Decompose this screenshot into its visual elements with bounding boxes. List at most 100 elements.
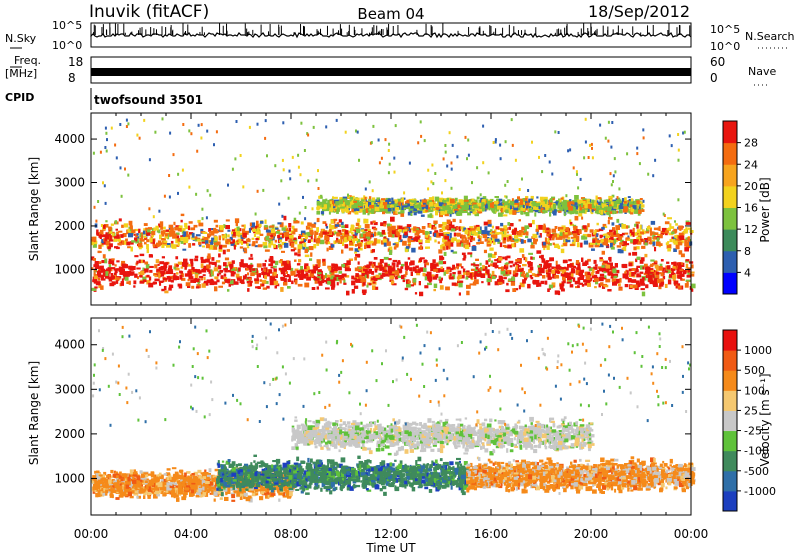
echo-cell (282, 260, 287, 265)
echo-cell (99, 265, 104, 270)
echo-cell (378, 201, 381, 204)
echo-cell (205, 282, 209, 286)
echo-cell (246, 243, 249, 246)
echo-cell (338, 205, 342, 209)
echo-cell (309, 231, 314, 235)
echo-cell (200, 256, 204, 260)
echo-cell (584, 117, 587, 121)
echo-cell (684, 241, 690, 247)
echo-cell (265, 229, 271, 233)
colorbar-segment (723, 142, 737, 165)
echo-cell (125, 118, 128, 122)
echo-cell (379, 259, 384, 264)
echo-cell (91, 287, 97, 291)
echo-cell (492, 253, 496, 258)
echo-cell (387, 223, 391, 228)
echo-cell (621, 235, 624, 238)
echo-cell (189, 474, 193, 478)
echo-cell (547, 268, 552, 271)
echo-cell (230, 268, 236, 271)
echo-cell (474, 275, 477, 280)
echo-cell (585, 275, 591, 280)
echo-cell (621, 243, 626, 246)
echo-cell (410, 271, 413, 276)
echo-cell (108, 258, 114, 262)
echo-cell (93, 271, 96, 275)
echo-cell (577, 277, 580, 281)
echo-cell (371, 271, 375, 275)
echo-cell (569, 263, 573, 268)
echo-cell (373, 231, 377, 237)
echo-cell (138, 228, 141, 234)
echo-cell (599, 198, 603, 203)
colorbar-tick-label: 16 (744, 202, 758, 215)
echo-cell (205, 216, 208, 220)
echo-cell (328, 211, 331, 215)
echo-cell (543, 200, 547, 204)
echo-cell (127, 122, 130, 126)
echo-cell (337, 207, 340, 212)
echo-cell (557, 210, 562, 213)
echo-cell (208, 244, 214, 250)
echo-cell (182, 228, 186, 231)
echo-cell (688, 273, 691, 276)
echo-cell (394, 230, 398, 235)
echo-cell (502, 214, 508, 217)
echo-cell (450, 268, 454, 271)
echo-cell (563, 210, 567, 216)
echo-cell (402, 278, 406, 281)
echo-cell (413, 209, 418, 212)
echo-cell (330, 244, 335, 248)
echo-cell (434, 172, 437, 175)
echo-cell (656, 271, 660, 275)
echo-cell (93, 205, 96, 209)
echo-cell (125, 238, 128, 242)
echo-cell (218, 253, 221, 258)
echo-cell (467, 231, 470, 236)
echo-cell (227, 289, 230, 292)
echo-cell (354, 232, 358, 236)
echo-cell (501, 266, 504, 270)
echo-cell (570, 236, 576, 239)
echo-cell (93, 240, 98, 245)
echo-cell (94, 261, 99, 266)
echo-cell (543, 246, 546, 251)
echo-cell (391, 197, 394, 201)
echo-cell (355, 129, 357, 133)
echo-cell (201, 207, 204, 211)
echo-cell (195, 269, 201, 273)
echo-cell (584, 227, 588, 233)
echo-cell (243, 249, 248, 254)
echo-cell (646, 228, 649, 232)
echo-cell (382, 205, 386, 208)
echo-cell (191, 232, 195, 238)
echo-cell (594, 210, 600, 214)
echo-cell (410, 205, 416, 209)
echo-cell (449, 276, 454, 280)
echo-cell (576, 242, 580, 248)
echo-cell (525, 257, 528, 262)
echo-cell (471, 237, 476, 241)
echo-cell (201, 268, 207, 273)
echo-cell (134, 237, 138, 242)
echo-cell (580, 197, 585, 200)
echo-cell (667, 248, 671, 252)
echo-cell (185, 262, 188, 268)
echo-cell (264, 275, 267, 280)
echo-cell (615, 233, 620, 238)
echo-cell (602, 233, 606, 237)
echo-cell (216, 279, 220, 283)
echo-cell (620, 239, 624, 243)
echo-cell (191, 285, 195, 289)
echo-cell (496, 198, 499, 203)
echo-cell (615, 269, 620, 274)
echo-cell (113, 268, 119, 271)
echo-cell (499, 157, 502, 161)
echo-cell (408, 209, 412, 214)
echo-cell (515, 273, 518, 277)
echo-cell (206, 279, 212, 284)
echo-cell (247, 243, 251, 246)
echo-cell (516, 265, 521, 268)
echo-cell (625, 225, 629, 229)
echo-cell (413, 211, 417, 216)
